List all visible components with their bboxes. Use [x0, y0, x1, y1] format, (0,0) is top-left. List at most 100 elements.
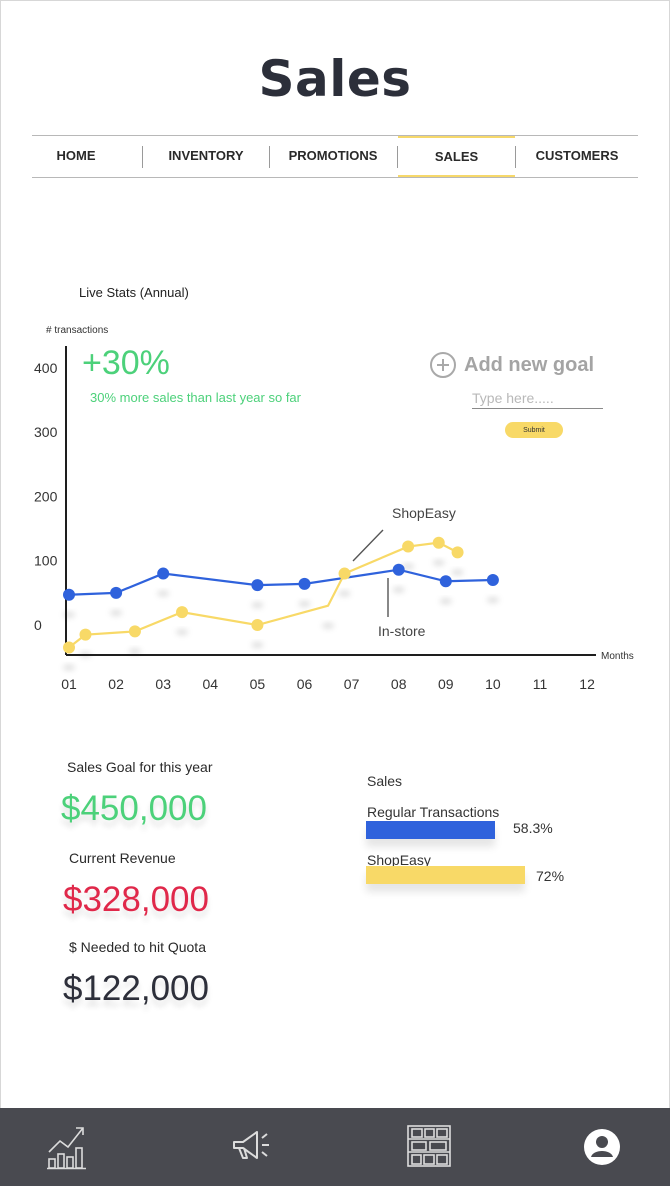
point-shadow: [322, 622, 335, 629]
user-profile-icon[interactable]: [583, 1128, 621, 1171]
data-point: [392, 563, 405, 576]
y-axis-label: # transactions: [46, 325, 108, 336]
point-shadow: [63, 611, 75, 618]
point-shadow: [298, 600, 311, 607]
point-shadow: [110, 609, 123, 616]
data-point: [128, 625, 141, 638]
goal-value: $450,000: [61, 789, 207, 828]
data-point: [63, 641, 75, 654]
page-title: Sales: [258, 50, 412, 108]
nav-divider: [515, 146, 516, 168]
point-shadow: [128, 648, 141, 655]
live-stats-label: Live Stats (Annual): [79, 285, 189, 300]
x-tick-label: 12: [579, 676, 595, 692]
bottom-navigation: [0, 1108, 670, 1186]
point-shadow: [176, 629, 189, 636]
series-line: [68, 541, 459, 649]
data-point: [63, 588, 75, 601]
point-shadow: [251, 642, 264, 648]
data-point: [451, 546, 464, 559]
point-shadow: [157, 590, 170, 597]
series-layer: [63, 536, 499, 654]
x-tick-label: 05: [250, 676, 266, 692]
point-shadow: [63, 664, 75, 671]
nav-divider: [142, 146, 143, 168]
goal-input[interactable]: [472, 388, 603, 409]
data-point: [298, 577, 311, 590]
data-point: [176, 606, 189, 619]
point-shadow: [451, 569, 464, 576]
shopeasy-percent: 72%: [536, 868, 565, 884]
analytics-chart-icon[interactable]: [46, 1124, 88, 1175]
nav-divider: [269, 146, 270, 168]
revenue-label: Current Revenue: [69, 850, 176, 866]
instore-callout-label: In-store: [378, 623, 426, 639]
data-point: [157, 567, 170, 580]
data-point: [110, 586, 123, 599]
shopeasy-callout-line: [352, 529, 384, 562]
y-tick-label: 200: [34, 488, 58, 504]
point-shadow: [402, 563, 415, 570]
regular-transactions-percent: 58.3%: [513, 820, 553, 836]
submit-button[interactable]: Submit: [505, 422, 563, 438]
y-tick-label: 300: [34, 424, 58, 440]
y-axis-ticks: 0 100 200 300 400: [34, 360, 58, 633]
x-tick-label: 04: [203, 676, 219, 692]
x-axis-label: Months: [601, 651, 634, 662]
tab-promotions[interactable]: PROMOTIONS: [288, 148, 378, 163]
quota-needed-value: $122,000: [63, 969, 209, 1008]
growth-percentage: +30%: [82, 344, 170, 382]
regular-transactions-label: Regular Transactions: [367, 804, 500, 820]
tab-inventory[interactable]: INVENTORY: [168, 148, 244, 163]
add-goal-label: Add new goal: [464, 353, 594, 376]
point-shadow: [338, 590, 351, 597]
y-tick-label: 100: [34, 553, 58, 569]
inventory-shelves-icon[interactable]: [406, 1124, 452, 1173]
tab-customers[interactable]: CUSTOMERS: [535, 148, 619, 163]
data-point: [251, 619, 264, 631]
point-shadow: [486, 596, 499, 603]
point-shadow: [439, 598, 452, 605]
series-line: [68, 568, 493, 596]
x-tick-label: 07: [344, 676, 360, 692]
y-tick-label: 400: [34, 360, 58, 376]
live-stats-chart: # transactions Months 0 100 200 300 400 01 02…: [34, 325, 634, 692]
tab-sales[interactable]: SALES: [398, 136, 515, 177]
x-axis-ticks: 01 02 03 04 05 06 07 08 09 10 11 12: [61, 676, 595, 692]
growth-caption: 30% more sales than last year so far: [90, 390, 301, 405]
point-shadow: [251, 602, 264, 609]
data-point: [486, 573, 499, 586]
chart-shadows: [63, 559, 499, 671]
x-tick-label: 06: [297, 676, 313, 692]
x-tick-label: 10: [485, 676, 501, 692]
revenue-value: $328,000: [63, 880, 209, 919]
shopeasy-bar: [366, 866, 525, 884]
data-point: [251, 579, 264, 592]
top-navigation: HOME INVENTORY PROMOTIONS SALES CUSTOMER…: [32, 135, 638, 178]
point-shadow: [392, 586, 405, 593]
x-tick-label: 08: [391, 676, 407, 692]
megaphone-icon[interactable]: [231, 1124, 275, 1173]
data-point: [432, 536, 445, 549]
data-point: [402, 540, 415, 553]
data-point: [79, 628, 92, 641]
quota-needed-label: $ Needed to hit Quota: [69, 939, 206, 955]
nav-divider: [397, 146, 398, 168]
x-tick-label: 11: [533, 676, 548, 692]
y-tick-label: 0: [34, 617, 42, 633]
data-point: [439, 575, 452, 588]
point-shadow: [432, 559, 445, 566]
shopeasy-callout-label: ShopEasy: [392, 505, 456, 521]
x-tick-label: 03: [155, 676, 171, 692]
x-tick-label: 01: [61, 676, 77, 692]
shopeasy-label: ShopEasy: [367, 852, 431, 868]
add-goal-button[interactable]: Add new goal: [430, 350, 594, 380]
sales-breakdown-title: Sales: [367, 773, 403, 789]
x-tick-label: 09: [438, 676, 454, 692]
regular-transactions-bar: [366, 821, 495, 839]
tab-home[interactable]: HOME: [56, 148, 96, 163]
data-point: [338, 567, 351, 580]
goal-label: Sales Goal for this year: [67, 759, 213, 775]
x-tick-label: 02: [108, 676, 124, 692]
plus-circle-icon: [430, 352, 456, 378]
